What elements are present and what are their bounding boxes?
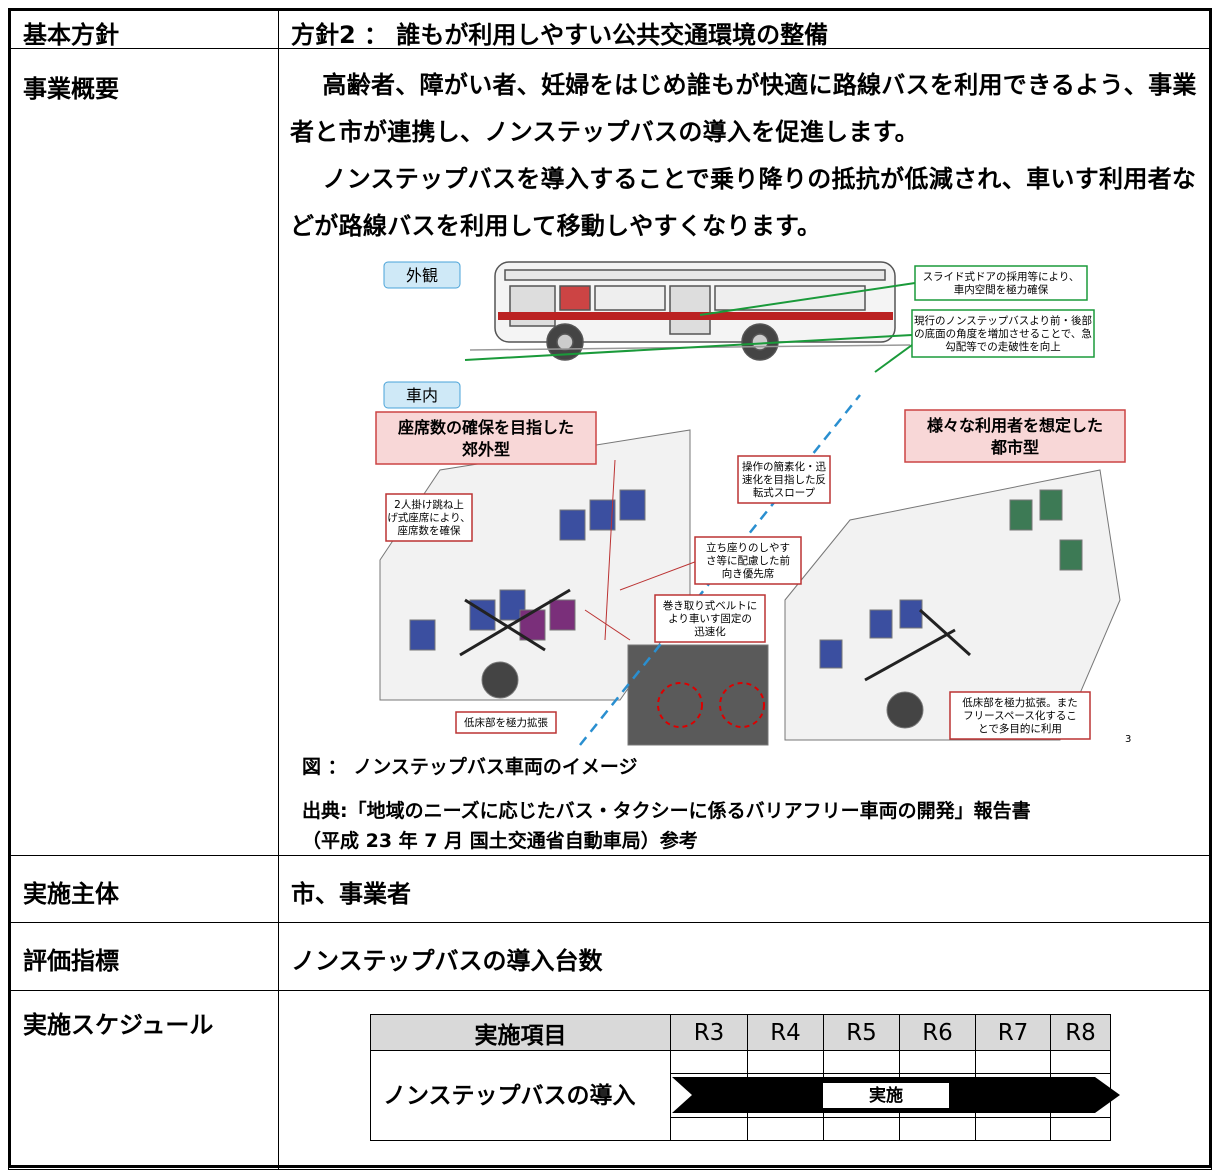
banner-text: 郊外型 <box>462 440 510 459</box>
header-cell: R5 <box>823 1014 900 1051</box>
paragraph: 高齢者、障がい者、妊婦をはじめ誰もが快適に路線バスを利用できるよう、事業者と市が… <box>290 71 1197 146</box>
bar-label-box <box>823 1083 949 1108</box>
red-callout-text: 低床部を極力拡張。また <box>962 696 1078 709</box>
page-number: 3 <box>1125 734 1131 745</box>
red-callout-text: げ式座席により、 <box>387 511 470 524</box>
source-line: （平成 23 年 7 月 国土交通省自動車局）参考 <box>302 830 698 852</box>
green-callout-text: 車内空間を極力確保 <box>954 283 1049 296</box>
banner-box <box>375 411 597 465</box>
bar-label: 実施 <box>869 1085 903 1106</box>
red-callout-text: 立ち座りのしやす <box>706 541 790 554</box>
green-callout-text: 勾配等での走破性を向上 <box>945 340 1061 353</box>
banner-text: 様々な利用者を想定した <box>927 416 1103 435</box>
green-leaders <box>464 282 916 373</box>
red-callout-text: とで多目的に利用 <box>978 722 1062 735</box>
red-callout-text: 転式スロープ <box>753 486 816 499</box>
green-callout-box <box>914 265 1088 301</box>
bus-exterior <box>469 261 911 361</box>
red-callout-text: 速化を目指した反 <box>742 473 826 486</box>
banner-text: 座席数の確保を目指した <box>397 418 574 437</box>
red-callout-text: 巻き取り式ベルトに <box>663 599 758 612</box>
tab <box>383 381 461 409</box>
green-callout-text: スライド式ドアの採用等により、 <box>923 270 1080 283</box>
green-callout-text: の底面の角度を増加させることで、急 <box>914 327 1092 340</box>
red-callout-text: 向き優先席 <box>722 567 775 580</box>
red-callout-text: 操作の簡素化・迅 <box>742 460 826 473</box>
banner-box <box>904 409 1126 463</box>
red-callout-text: フリースペース化するこ <box>963 709 1077 722</box>
body-cell <box>1050 1117 1111 1141</box>
red-callout-text: 低床部を極力拡張 <box>464 716 548 729</box>
header-cell: R6 <box>899 1014 976 1051</box>
red-callout-box <box>949 691 1091 740</box>
red-callout-box <box>737 455 831 504</box>
source-line: 出典:「地域のニーズに応じたバス・タクシーに係るバリアフリー車両の開発」報告書 <box>302 800 1031 822</box>
red-callout-text: 迅速化 <box>694 625 726 638</box>
tab <box>383 261 461 289</box>
arrows <box>459 588 972 682</box>
red-callout-box <box>385 493 473 542</box>
green-callout-text: 現行のノンステップバスより前・後部 <box>914 314 1092 327</box>
tab-label: 外観 <box>406 266 438 285</box>
header-cell: R8 <box>1050 1014 1111 1051</box>
red-callout-text: 座席数を確保 <box>398 524 461 537</box>
tab-label: 車内 <box>406 386 438 405</box>
banner-text: 都市型 <box>990 438 1039 457</box>
header-cell: R4 <box>747 1014 824 1051</box>
red-callout-box <box>455 711 557 734</box>
red-callout-box <box>654 594 766 643</box>
red-callout-box <box>694 536 802 585</box>
red-callout-text: 2人掛け跳ね上 <box>394 498 464 511</box>
red-callout-text: さ等に配慮した前 <box>706 554 790 567</box>
red-leaders <box>584 459 701 641</box>
caption: 図 ： ノンステップバス車両のイメージ <box>302 756 638 778</box>
item-cell: ノンステップバスの導入 <box>370 1050 671 1141</box>
row-label: 実施スケジュール <box>8 990 279 1170</box>
green-callout-box <box>911 309 1095 358</box>
red-callout-text: より車いす固定の <box>668 612 752 625</box>
paragraph: ノンステップバスを導入することで乗り降りの抵抗が低減され、車いす利用者などが路線… <box>290 165 1197 240</box>
